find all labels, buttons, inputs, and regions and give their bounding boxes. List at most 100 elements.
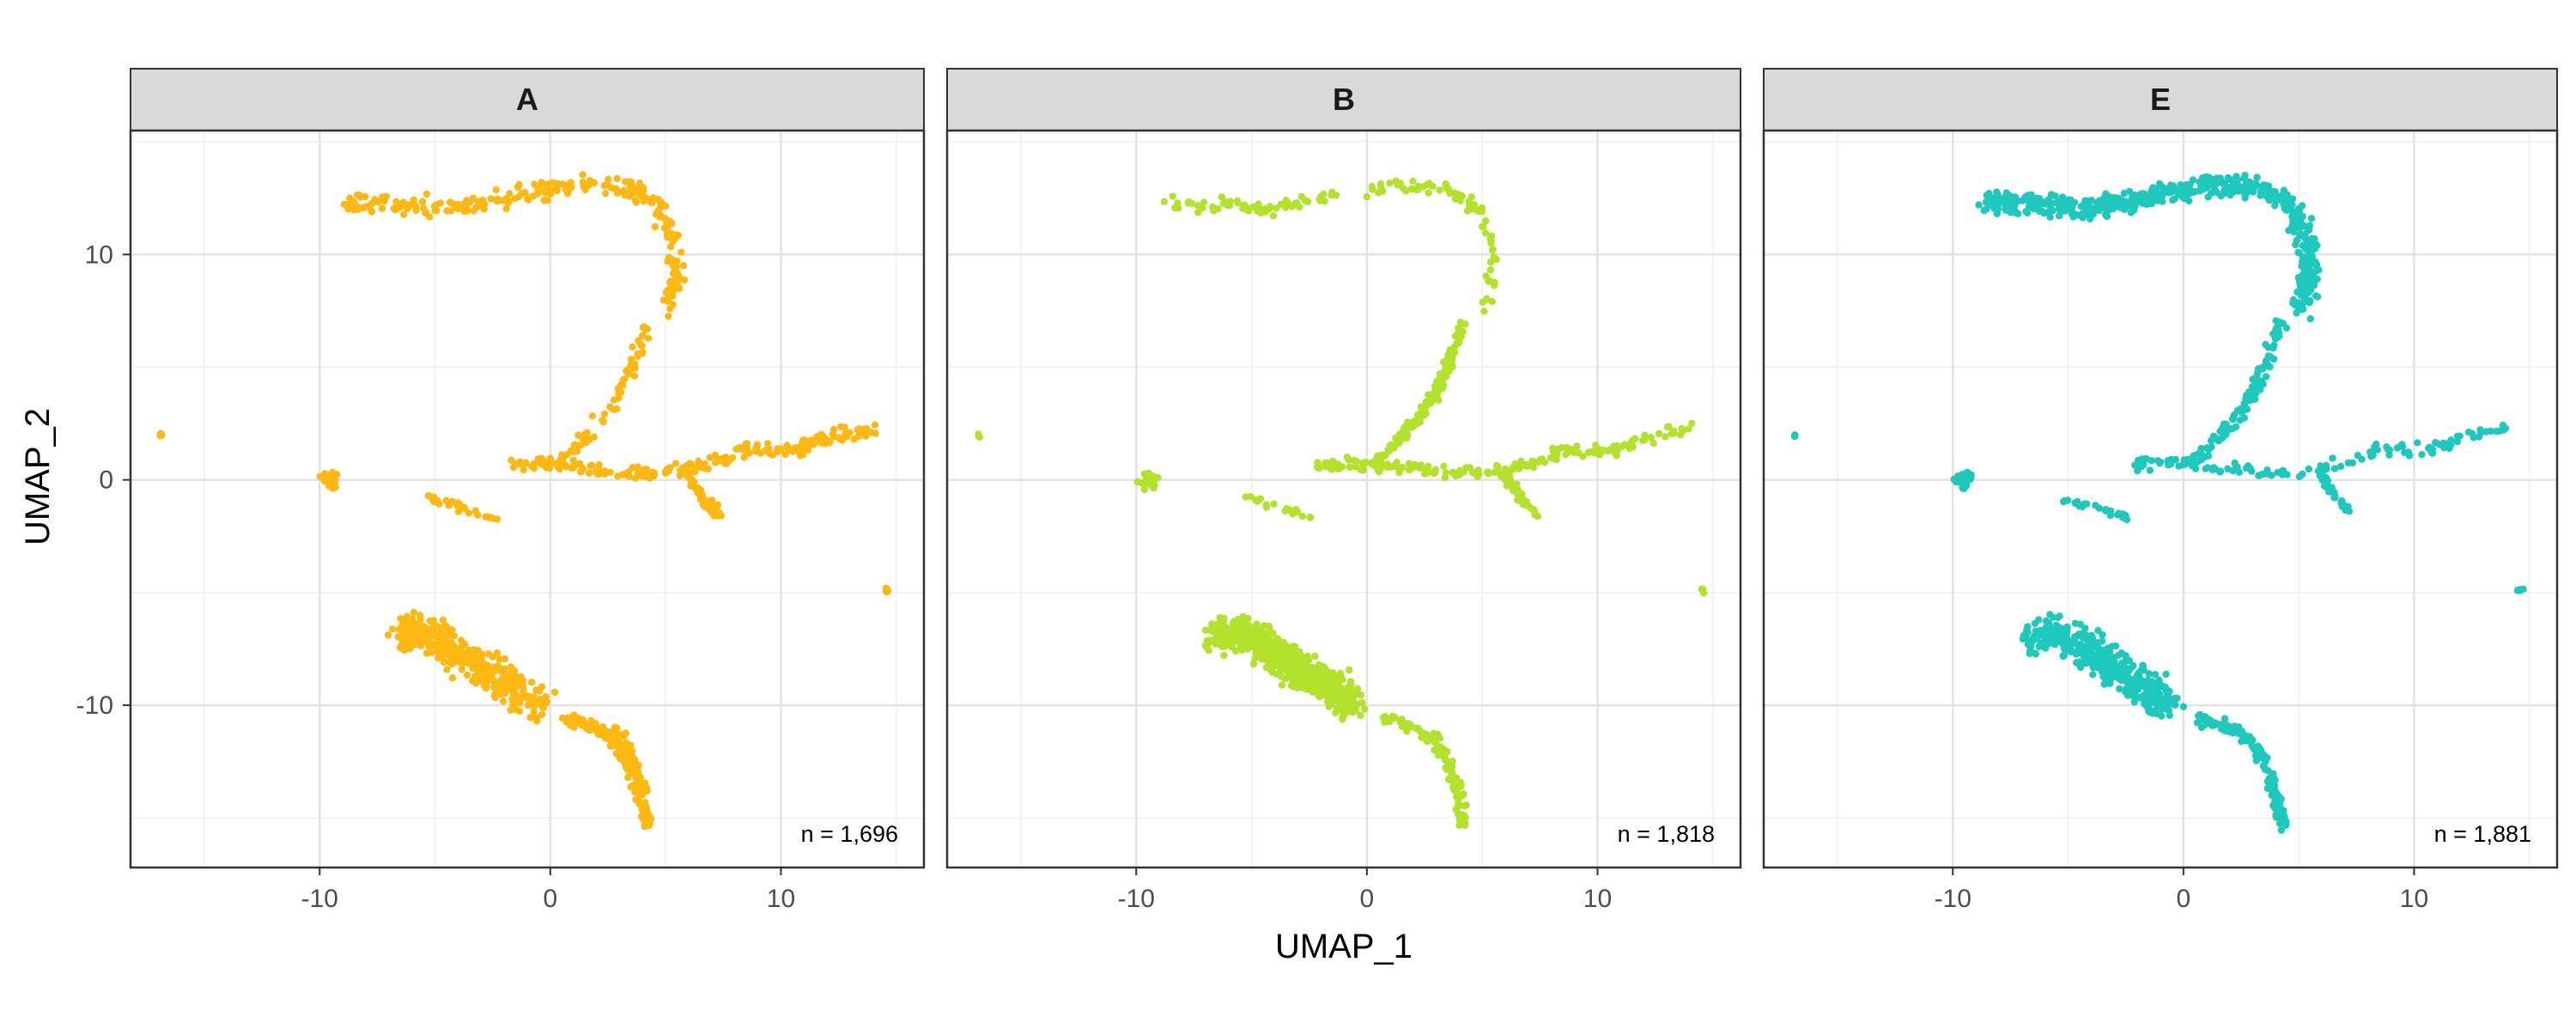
- scatter-point: [554, 180, 562, 188]
- scatter-point: [624, 178, 633, 186]
- scatter-point: [850, 435, 858, 443]
- scatter-point: [846, 429, 854, 436]
- scatter-point: [1256, 649, 1264, 658]
- scatter-point: [2023, 209, 2032, 217]
- scatter-point: [1383, 463, 1391, 472]
- scatter-point: [1454, 791, 1461, 799]
- scatter-point: [2272, 196, 2280, 204]
- scatter-point: [800, 445, 809, 454]
- scatter-point: [2304, 271, 2312, 278]
- scatter-point: [2185, 197, 2193, 205]
- scatter-point: [490, 663, 499, 672]
- scatter-point: [2027, 642, 2035, 650]
- scatter-point: [2146, 466, 2154, 474]
- scatter-point: [1303, 198, 1311, 205]
- scatter-point: [519, 466, 527, 474]
- scatter-point: [2038, 207, 2046, 216]
- scatter-point: [871, 421, 879, 429]
- scatter-point: [1388, 712, 1397, 721]
- scatter-point: [640, 198, 647, 205]
- scatter-point: [1252, 496, 1260, 504]
- scatter-point: [2121, 200, 2129, 208]
- scatter-point: [561, 453, 568, 460]
- scatter-point: [328, 484, 336, 491]
- scatter-point: [2120, 189, 2129, 198]
- x-tick-label: -10: [301, 885, 338, 913]
- scatter-point: [1296, 648, 1303, 656]
- scatter-point: [510, 689, 519, 697]
- scatter-point: [1458, 820, 1467, 828]
- scatter-point: [2240, 414, 2248, 422]
- scatter-point: [1160, 198, 1169, 205]
- scatter-points: [975, 177, 1708, 830]
- scatter-point: [677, 248, 685, 256]
- scatter-point: [439, 624, 447, 631]
- scatter-point: [623, 470, 630, 478]
- scatter-point: [494, 196, 501, 204]
- scatter-point: [2095, 206, 2103, 215]
- scatter-point: [550, 688, 559, 697]
- scatter-point: [2294, 223, 2302, 232]
- scatter-point: [1255, 202, 1262, 210]
- scatter-point: [2179, 703, 2187, 710]
- scatter-point: [1469, 469, 1477, 477]
- scatter-point: [2100, 198, 2108, 206]
- scatter-point: [406, 645, 414, 653]
- scatter-point: [1350, 456, 1358, 465]
- scatter-point: [1247, 631, 1255, 640]
- scatter-point: [2150, 697, 2159, 706]
- scatter-point: [1386, 180, 1394, 187]
- scatter-point: [1466, 201, 1473, 210]
- scatter-point: [430, 629, 438, 637]
- scatter-point: [819, 432, 827, 441]
- count-label: n = 1,696: [801, 821, 898, 847]
- scatter-point: [1662, 433, 1669, 441]
- scatter-point: [1357, 466, 1364, 473]
- scatter-point: [412, 206, 420, 215]
- scatter-point: [1456, 319, 1465, 326]
- scatter-point: [489, 677, 497, 685]
- scatter-point: [495, 655, 503, 663]
- scatter-point: [382, 192, 391, 200]
- scatter-point: [1231, 647, 1240, 655]
- scatter-point: [2197, 723, 2206, 732]
- scatter-point: [612, 186, 620, 194]
- scatter-point: [1449, 762, 1456, 770]
- scatter-point: [2060, 497, 2069, 505]
- scatter-point: [470, 207, 477, 215]
- scatter-point: [2101, 675, 2110, 683]
- scatter-point: [743, 449, 750, 457]
- scatter-point: [2079, 210, 2087, 217]
- scatter-point: [2110, 193, 2117, 202]
- scatter-point: [454, 654, 462, 661]
- scatter-point: [616, 754, 624, 762]
- scatter-point: [2274, 803, 2281, 811]
- x-axis-title: UMAP_1: [1275, 928, 1413, 965]
- scatter-point: [651, 469, 659, 478]
- scatter-point: [671, 460, 680, 467]
- scatter-point: [697, 463, 705, 471]
- scatter-point: [1281, 507, 1289, 515]
- scatter-point: [1443, 747, 1451, 756]
- scatter-point: [440, 648, 448, 656]
- scatter-point: [1272, 657, 1279, 665]
- scatter-point: [453, 204, 461, 211]
- scatter-point: [1242, 204, 1251, 212]
- scatter-point: [2142, 454, 2150, 463]
- scatter-point: [568, 464, 575, 472]
- scatter-point: [2136, 193, 2144, 201]
- scatter-point: [2168, 700, 2177, 708]
- scatter-point: [1230, 624, 1237, 632]
- scatter-point: [599, 418, 607, 426]
- scatter-point: [1483, 469, 1492, 477]
- scatter-point: [1289, 509, 1297, 517]
- scatter-point: [1270, 500, 1278, 508]
- scatter-point: [2155, 676, 2163, 684]
- scatter-point: [602, 190, 610, 198]
- scatter-point: [530, 460, 538, 468]
- scatter-point: [613, 405, 621, 413]
- scatter-point: [623, 752, 631, 760]
- scatter-point: [468, 649, 476, 657]
- scatter-point: [1573, 442, 1581, 450]
- scatter-point: [2111, 642, 2120, 650]
